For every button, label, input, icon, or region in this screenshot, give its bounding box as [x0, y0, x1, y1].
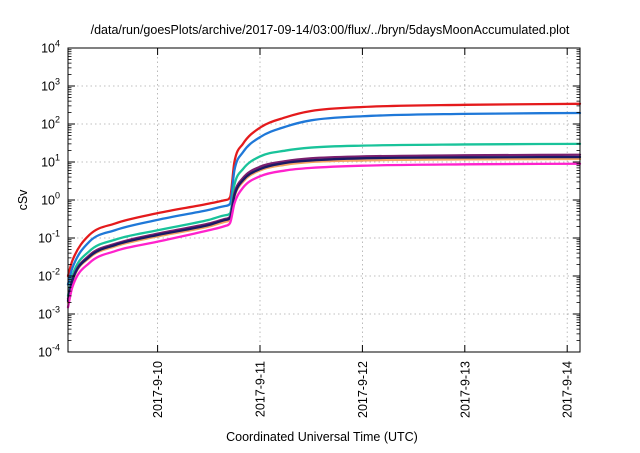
series-line [66, 162, 582, 309]
series-line [66, 155, 582, 303]
y-tick-label: 101 [41, 153, 60, 170]
chart-title: /data/run/goesPlots/archive/2017-09-14/0… [91, 23, 570, 37]
series-line [66, 153, 582, 301]
y-tick-label: 10-3 [38, 305, 60, 322]
y-tick-label: 10-2 [38, 267, 60, 284]
y-axis-label: cSv [16, 189, 30, 211]
x-tick-label: 2017-9-13 [458, 361, 472, 418]
y-tick-label: 103 [41, 77, 60, 94]
series-lines [66, 102, 582, 309]
series-line [66, 102, 582, 278]
x-tick-label: 2017-9-14 [561, 361, 575, 418]
y-tick-label: 102 [41, 115, 60, 132]
x-axis-label: Coordinated Universal Time (UTC) [226, 430, 418, 444]
y-tick-labels: 10-4 10-3 10-2 10-1 100 101 102 103 104 [38, 39, 60, 360]
x-tick-label: 2017-9-10 [151, 361, 165, 418]
y-tick-label: 104 [41, 39, 60, 56]
series-line [66, 142, 582, 298]
y-tick-label: 10-1 [38, 229, 60, 246]
x-tick-labels: 2017-9-10 2017-9-11 2017-9-12 2017-9-13 2017… [151, 361, 575, 418]
grid [68, 48, 580, 352]
y-tick-label: 10-4 [38, 343, 60, 360]
x-tick-label: 2017-9-11 [254, 361, 268, 417]
axis-ticks [68, 47, 580, 353]
y-tick-label: 100 [41, 191, 60, 208]
series-line [66, 111, 582, 286]
x-tick-label: 2017-9-12 [356, 361, 370, 418]
series-line [66, 157, 582, 304]
